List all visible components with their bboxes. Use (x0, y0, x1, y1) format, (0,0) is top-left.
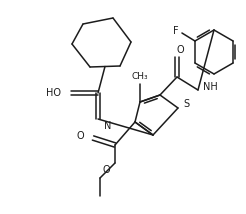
Text: O: O (102, 165, 110, 175)
Text: O: O (176, 45, 184, 55)
Text: S: S (183, 99, 189, 109)
Text: O: O (76, 131, 84, 141)
Text: HO: HO (46, 88, 61, 98)
Text: N: N (104, 121, 111, 131)
Text: CH₃: CH₃ (132, 71, 148, 80)
Text: F: F (173, 26, 179, 36)
Text: NH: NH (203, 82, 218, 92)
